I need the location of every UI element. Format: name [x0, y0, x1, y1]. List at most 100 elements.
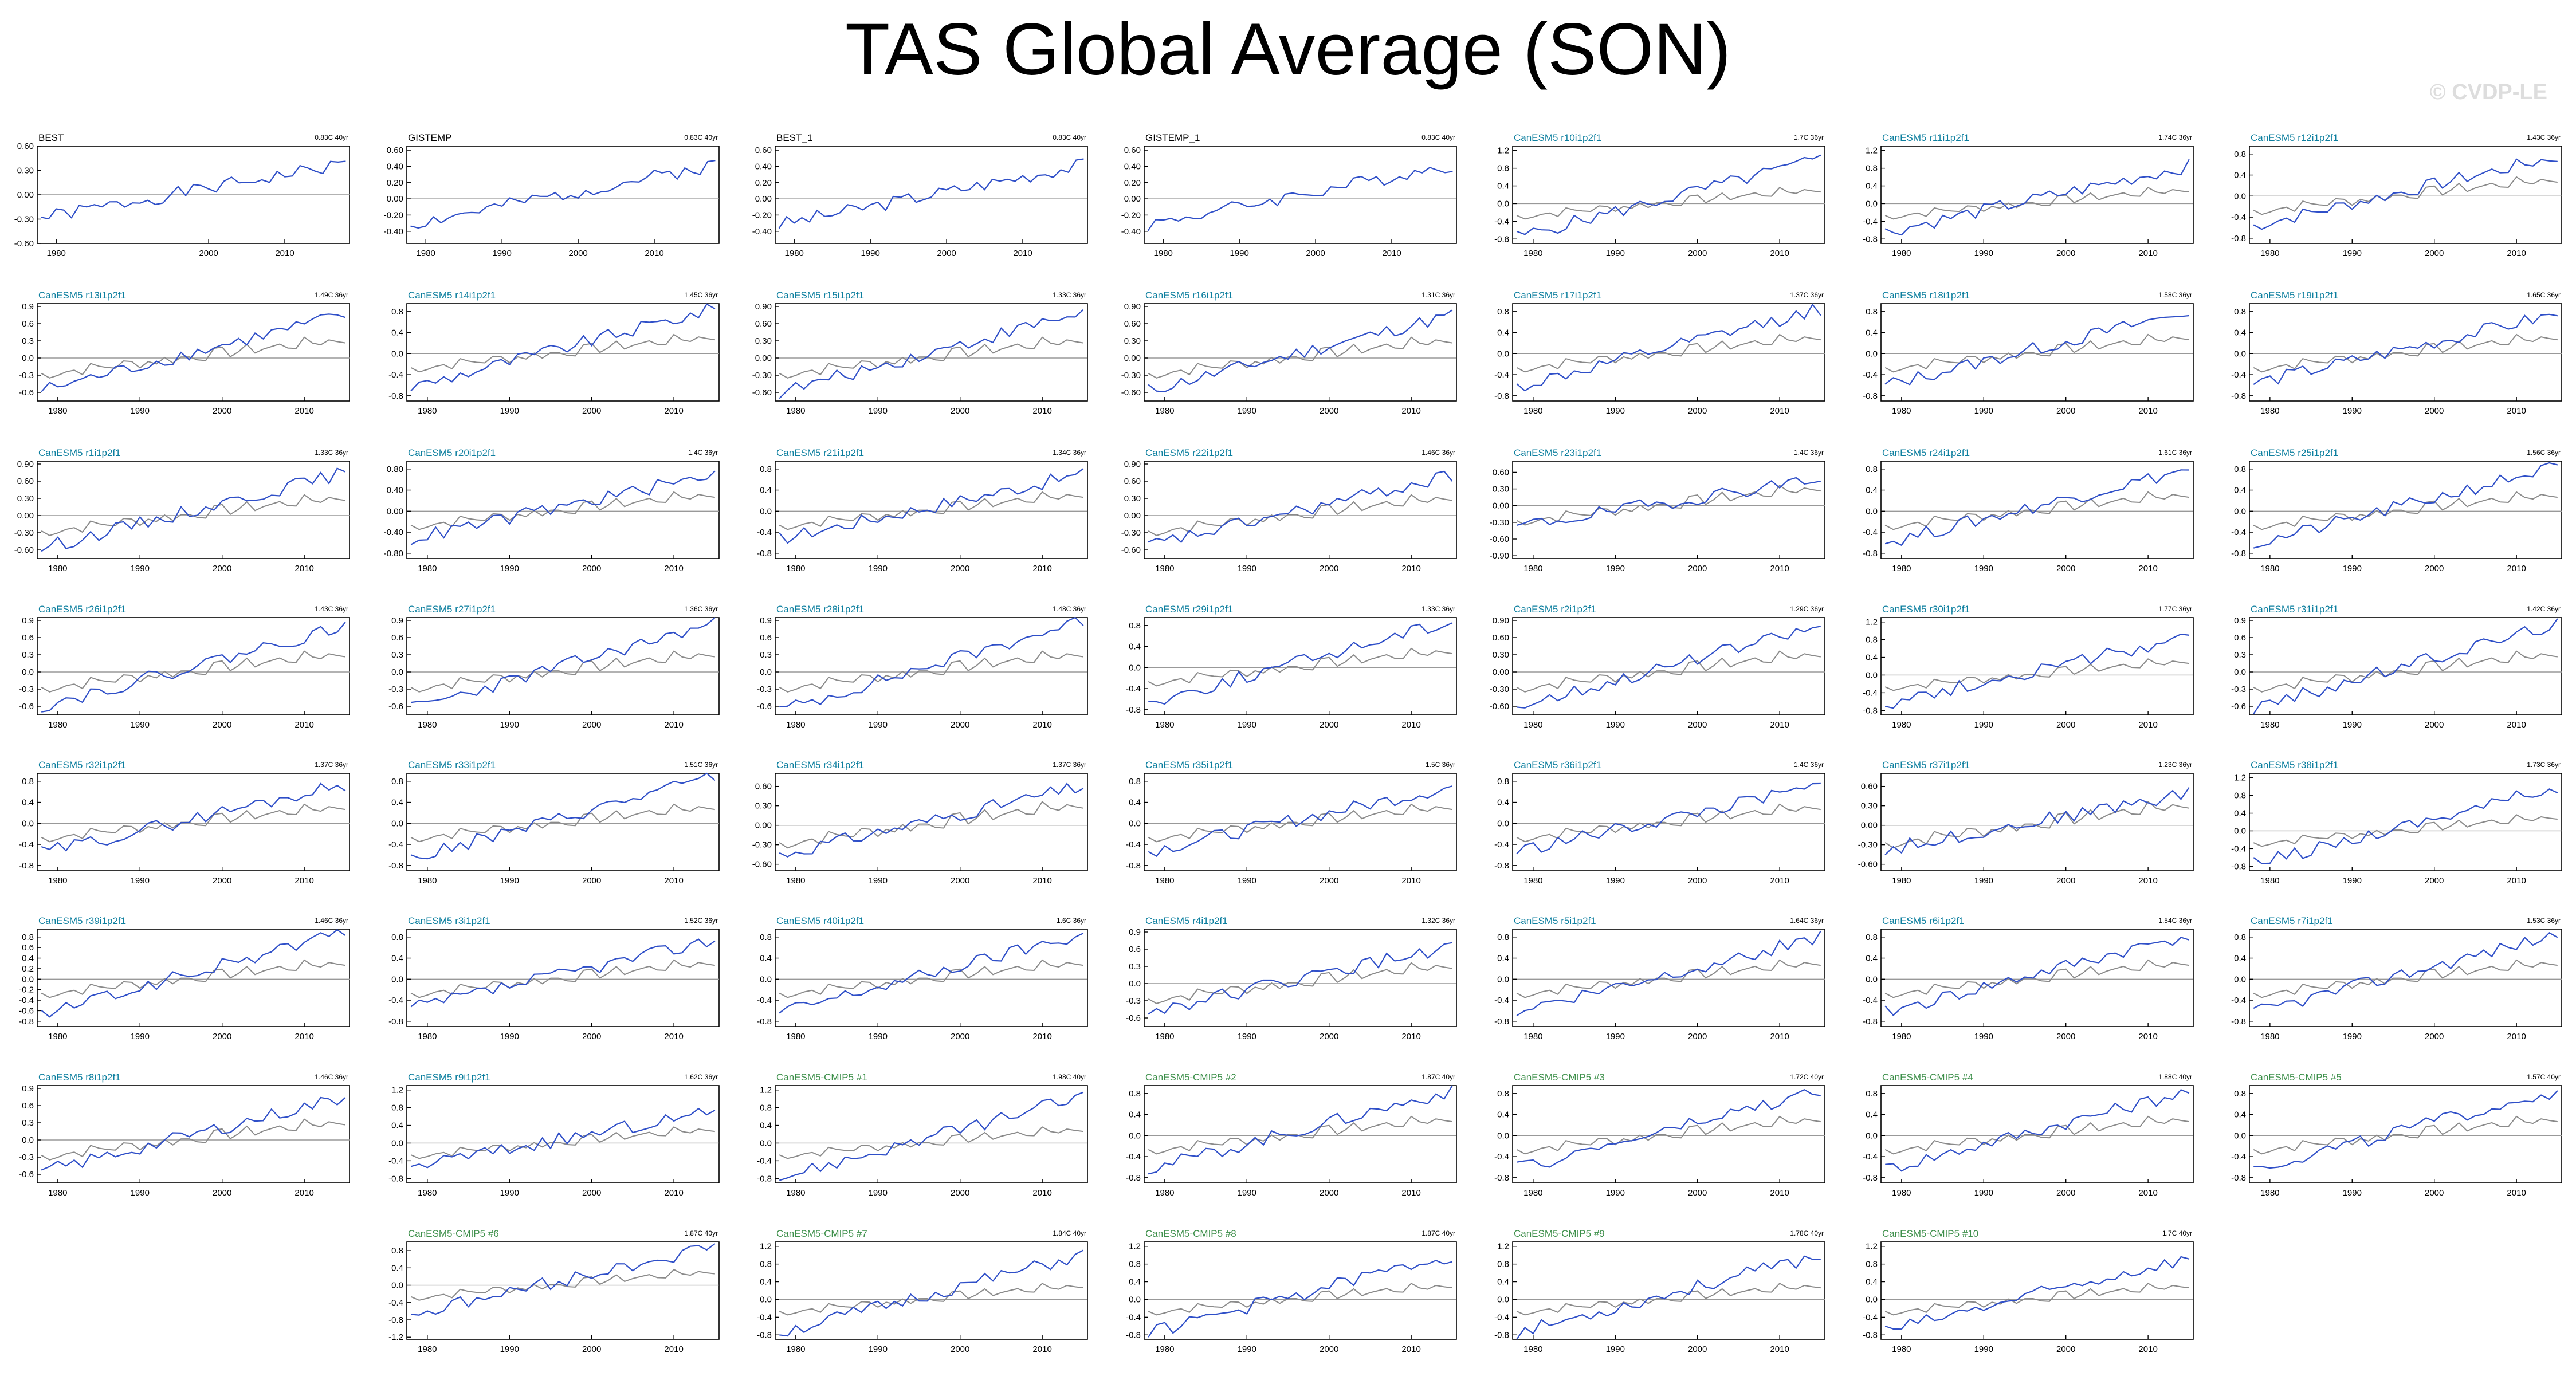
series-line	[1884, 1256, 2190, 1330]
panel-trend: 1.43C 36yr	[2527, 133, 2561, 141]
x-tick-label: 1990	[1606, 720, 1625, 730]
panel-trend: 1.29C 36yr	[1790, 605, 1824, 613]
x-tick-label: 1990	[1230, 249, 1248, 258]
panel-title: CanESM5 r28i1p2f1	[776, 604, 864, 615]
y-tick-label: 0.8	[1866, 635, 1878, 645]
x-tick-label: 1980	[1523, 1188, 1542, 1198]
y-tick-label: 0.0	[1497, 199, 1509, 209]
panel-22: CanESM5 r26i1p2f1 1.43C 36yr 0.9 0.6 0.3 0.0 -…	[19, 604, 350, 730]
panel-title: CanESM5 r40i1p2f1	[776, 915, 864, 926]
panel-trend: 0.83C 40yr	[684, 133, 718, 141]
y-tick-label: -0.8	[19, 1017, 34, 1027]
x-tick-label: 2000	[2425, 564, 2444, 573]
series-line	[779, 1249, 1084, 1337]
panel-trend: 1.37C 36yr	[1053, 761, 1086, 769]
y-tick-label: -0.40	[1121, 227, 1141, 237]
panel-title: CanESM5 r8i1p2f1	[38, 1072, 121, 1083]
panel-frame	[775, 1085, 1088, 1183]
x-tick-label: 1980	[786, 406, 805, 416]
y-tick-label: 0.40	[387, 486, 403, 496]
x-tick-label: 2000	[582, 876, 601, 886]
x-tick-label: 2000	[213, 406, 231, 416]
x-tick-label: 2000	[213, 564, 231, 573]
y-tick-label: 0.4	[22, 798, 34, 808]
panel-trend: 1.33C 36yr	[315, 449, 348, 457]
y-tick-label: -0.4	[388, 370, 403, 380]
panel-13: CanESM5 r18i1p2f1 1.58C 36yr 0.8 0.4 0.0 -0.4…	[1863, 290, 2194, 416]
y-tick-label: -0.4	[19, 996, 34, 1005]
y-tick-label: 0.8	[391, 307, 403, 317]
y-tick-label: 0.8	[2234, 307, 2246, 317]
obs-series-line	[1884, 1283, 2189, 1316]
y-tick-label: -1.2	[388, 1332, 403, 1342]
x-tick-label: 1990	[1238, 1188, 1256, 1198]
y-tick-label: -0.4	[2231, 213, 2246, 222]
panel-16: CanESM5 r20i1p2f1 1.4C 36yr 0.80 0.40 0.00 -0…	[384, 447, 720, 573]
y-tick-label: 0.3	[22, 650, 34, 660]
series-line	[410, 772, 716, 860]
panel-frame	[406, 1241, 720, 1340]
y-tick-label: 0.0	[1129, 663, 1141, 673]
panel-title: CanESM5-CMIP5 #4	[1882, 1072, 1973, 1083]
panel-40: CanESM5 r5i1p2f1 1.64C 36yr 0.8 0.4 0.0 -0.4 -…	[1494, 915, 1825, 1041]
y-tick-label: 1.2	[760, 1242, 772, 1252]
x-tick-label: 1990	[131, 1188, 150, 1198]
series-line	[410, 160, 716, 229]
y-tick-label: 0.8	[1497, 307, 1509, 317]
x-tick-label: 1990	[2343, 406, 2362, 416]
x-tick-label: 1980	[47, 249, 66, 258]
x-tick-label: 2000	[951, 1032, 969, 1041]
y-tick-label: 0.0	[391, 1281, 403, 1291]
x-tick-label: 2000	[213, 720, 231, 730]
panel-title: CanESM5 r18i1p2f1	[1882, 290, 1970, 301]
panel-49: CanESM5-CMIP5 #5 1.57C 40yr 0.8 0.4 0.0 -0.4 -…	[2231, 1072, 2562, 1198]
series-line	[2253, 313, 2558, 386]
y-tick-label: -0.20	[752, 210, 772, 220]
obs-series-line	[1884, 658, 2189, 691]
panel-title: CanESM5 r39i1p2f1	[38, 915, 126, 926]
panel-trend: 1.23C 36yr	[2158, 761, 2192, 769]
panel-34: CanESM5 r37i1p2f1 1.23C 36yr 0.60 0.30 0.00 -…	[1858, 760, 2194, 886]
y-tick-label: 0.3	[2234, 650, 2246, 660]
x-tick-label: 1980	[48, 720, 67, 730]
panel-title: CanESM5 r12i1p2f1	[2251, 132, 2338, 143]
panel-47: CanESM5-CMIP5 #3 1.72C 40yr 0.8 0.4 0.0 -0.4 -…	[1494, 1072, 1825, 1198]
panel-39: CanESM5 r4i1p2f1 1.32C 36yr 0.9 0.6 0.3 0.0 -0…	[1126, 915, 1457, 1041]
x-tick-label: 2000	[1320, 1032, 1338, 1041]
y-tick-label: -0.6	[19, 1170, 34, 1179]
panel-trend: 1.7C 40yr	[2162, 1229, 2192, 1237]
series-line	[41, 467, 346, 552]
obs-series-line	[41, 494, 345, 536]
y-tick-label: 0.8	[760, 1103, 772, 1113]
panel-trend: 0.83C 40yr	[1053, 133, 1086, 141]
panel-41: CanESM5 r6i1p2f1 1.54C 36yr 0.8 0.4 0.0 -0.4 -…	[1863, 915, 2194, 1041]
x-tick-label: 1980	[48, 564, 67, 573]
x-tick-label: 1990	[1238, 1344, 1256, 1354]
y-tick-label: 0.4	[391, 798, 403, 808]
y-tick-label: 0.00	[387, 194, 403, 204]
x-tick-label: 1980	[48, 406, 67, 416]
panel-frame	[2249, 146, 2562, 244]
y-tick-label: 0.4	[1497, 954, 1509, 964]
series-line	[779, 616, 1084, 707]
y-tick-label: -0.4	[388, 1156, 403, 1166]
y-tick-label: -0.4	[1863, 528, 1878, 537]
series-line	[1884, 314, 2189, 386]
y-tick-label: 0.8	[760, 1260, 772, 1269]
panel-frame	[2249, 303, 2562, 402]
y-tick-label: -0.6	[19, 702, 34, 711]
obs-series-line	[410, 959, 715, 998]
series-line	[1148, 622, 1453, 705]
y-tick-label: 0.3	[760, 650, 772, 660]
x-tick-label: 1990	[1974, 720, 1993, 730]
panel-trend: 1.4C 36yr	[688, 449, 718, 457]
y-tick-label: -0.8	[757, 549, 772, 559]
x-tick-label: 2010	[645, 249, 663, 258]
x-tick-label: 1980	[2260, 876, 2279, 886]
y-tick-label: -0.8	[388, 391, 403, 401]
y-tick-label: 0.90	[1124, 302, 1141, 312]
x-tick-label: 2010	[2138, 1188, 2157, 1198]
x-tick-label: 1990	[2343, 720, 2362, 730]
panel-trend: 1.87C 40yr	[684, 1229, 718, 1237]
panel-title: CanESM5 r19i1p2f1	[2251, 290, 2338, 301]
